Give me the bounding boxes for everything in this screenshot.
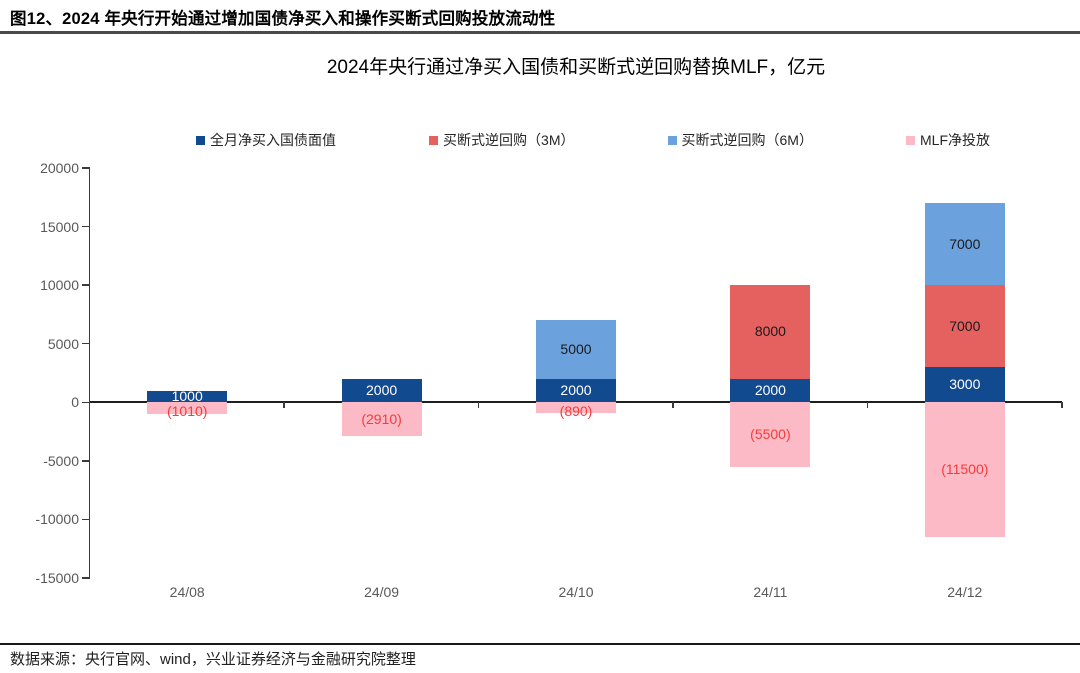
legend-item: 买断式逆回购（6M）	[667, 130, 813, 150]
x-axis-tick	[672, 402, 674, 409]
bar-segment: (890)	[536, 402, 616, 419]
bar-segment: (11500)	[924, 402, 1005, 537]
y-axis-line	[88, 168, 90, 578]
x-axis-label: 24/09	[364, 584, 400, 600]
y-axis-tick	[82, 460, 90, 462]
bar-segment: 2000	[536, 378, 616, 403]
legend-swatch-icon	[429, 135, 439, 145]
chart-legend: 全月净买入国债面值 买断式逆回购（3M） 买断式逆回购（6M） MLF净投放	[196, 130, 990, 150]
x-axis-tick	[477, 402, 480, 409]
legend-label: 买断式逆回购（3M）	[443, 132, 575, 148]
legend-label: 买断式逆回购（6M）	[681, 132, 813, 148]
y-axis-label: 20000	[40, 160, 79, 176]
legend-swatch-icon	[667, 135, 677, 145]
y-axis-label: 15000	[40, 218, 79, 235]
figure-header-title: 图12、2024 年央行开始通过增加国债净买入和操作买断式回购投放流动性	[10, 10, 556, 28]
footer-divider	[0, 643, 1080, 645]
source-note: 数据来源：央行官网、wind，兴业证券经济与金融研究院整理	[10, 651, 416, 668]
bar-segment: 8000	[730, 285, 811, 379]
y-axis-label: 5000	[47, 335, 79, 352]
y-axis-tick	[82, 342, 90, 345]
legend-label: 全月净买入国债面值	[210, 132, 336, 148]
x-axis-label: 24/08	[169, 584, 205, 600]
y-axis-label: -15000	[35, 570, 79, 586]
y-axis-tick	[82, 401, 90, 404]
x-axis-label: 24/11	[753, 584, 788, 600]
x-axis-label: 24/10	[558, 584, 594, 600]
legend-item: MLF净投放	[906, 130, 990, 150]
bar-segment: (5500)	[730, 402, 811, 467]
bar-segment: (1010)	[147, 402, 228, 419]
y-axis-tick	[82, 577, 90, 579]
x-axis-tick	[866, 402, 869, 409]
y-axis-label: 10000	[40, 277, 79, 294]
y-axis-label: 0	[71, 394, 79, 411]
bar-segment: 2000	[341, 378, 422, 403]
legend-swatch-icon	[906, 135, 915, 145]
bar-segment: 3000	[924, 367, 1005, 403]
bar-segment: (2910)	[341, 402, 422, 437]
bar-segment: 5000	[536, 320, 616, 379]
x-axis-label: 24/12	[947, 584, 983, 600]
legend-item: 全月净买入国债面值	[196, 130, 336, 150]
y-axis-tick	[82, 284, 90, 286]
bar-segment: 2000	[730, 378, 811, 403]
y-axis-label: -10000	[35, 511, 79, 528]
x-axis-tick	[1061, 402, 1063, 409]
legend-item: 买断式逆回购（3M）	[429, 130, 574, 150]
y-axis-label: -5000	[43, 452, 79, 469]
y-axis-tick	[82, 518, 90, 521]
y-axis-tick	[82, 167, 90, 169]
bar-segment: 7000	[924, 285, 1005, 368]
y-axis-tick	[82, 225, 90, 228]
x-axis-tick	[283, 402, 285, 409]
bar-segment: 7000	[924, 203, 1005, 286]
chart-title: 2024年央行通过净买入国债和买断式逆回购替换MLF，亿元	[326, 57, 826, 78]
legend-label: MLF净投放	[920, 132, 990, 148]
header-divider	[0, 31, 1080, 34]
legend-swatch-icon	[196, 135, 205, 145]
bar-segment: 1000	[147, 389, 228, 403]
